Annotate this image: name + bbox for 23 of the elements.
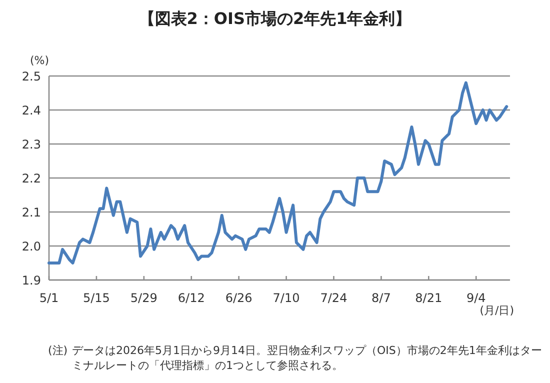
x-tick-label: 9/4 — [466, 291, 486, 305]
x-tick-label: 7/24 — [320, 291, 348, 305]
y-tick-label: 2.3 — [22, 138, 41, 152]
y-tick-label: 2.0 — [22, 240, 41, 254]
x-tick-label: 5/29 — [130, 291, 158, 305]
x-tick-label: 5/1 — [39, 291, 59, 305]
x-tick-label: 6/26 — [225, 291, 252, 305]
y-tick-label: 1.9 — [22, 274, 41, 288]
x-tick-label: 5/15 — [82, 291, 110, 305]
y-tick-label: 2.5 — [22, 70, 41, 84]
x-tick-label: 6/12 — [178, 291, 205, 305]
x-tick-label: 7/10 — [272, 291, 300, 305]
y-tick-label: 2.4 — [22, 104, 41, 118]
text: (注) — [48, 343, 68, 358]
y-tick-label: 2.2 — [22, 172, 41, 186]
x-tick-label: 8/7 — [372, 291, 391, 305]
line-series — [48, 81, 508, 264]
y-tick-label: 2.1 — [22, 206, 41, 220]
y-axis-title: (%) — [30, 54, 50, 67]
x-axis-title: (月/日) — [480, 304, 514, 317]
chart-title: 【図表2：OIS市場の2年先1年金利】 — [138, 9, 412, 28]
x-tick-label: 8/21 — [415, 291, 442, 305]
text: データは2026年5月1日から9月14日。翌日物金利スワップ（OIS）市場の2年先1年金利はターミナルレートの「代理指標」の1つとして参照される。 — [72, 343, 543, 373]
